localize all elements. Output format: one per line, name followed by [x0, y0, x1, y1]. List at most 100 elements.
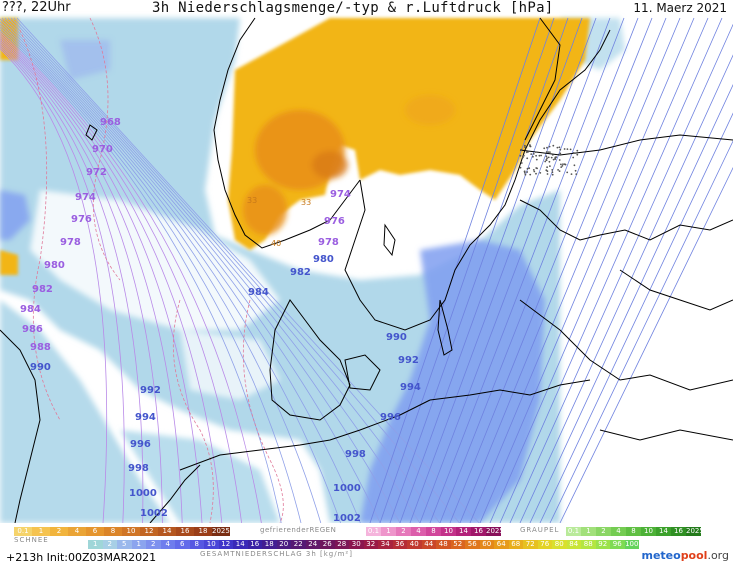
scale-freezing-cell: 1 [381, 527, 396, 536]
scale-total-cell: 20 [276, 540, 291, 549]
scale-total-cell: 44 [421, 540, 436, 549]
scale-total-cell: 24 [305, 540, 320, 549]
isobar-label-974: 974 [330, 189, 351, 200]
brand-pool: pool [680, 549, 708, 562]
isobar-east [449, 17, 653, 524]
island-dot [519, 154, 522, 157]
coast-shetland [85, 124, 98, 141]
scale-snow-cell: 12 [140, 527, 158, 536]
isobar-label-1002: 1002 [140, 508, 168, 519]
scale-total-cell: 10 [204, 540, 219, 549]
island-dot [551, 171, 554, 174]
isobar-west [0, 42, 163, 524]
isobar-east [379, 17, 555, 524]
isobar-label-980: 980 [313, 254, 334, 265]
dashed-line [19, 29, 61, 421]
brand-org: .org [707, 549, 729, 562]
isobar-label-972: 972 [86, 167, 107, 178]
isobar-west [13, 17, 460, 524]
island-dot [552, 158, 555, 161]
scale-snow-cell: 8 [104, 527, 122, 536]
border-inland-1 [619, 269, 733, 311]
dashed-line [89, 17, 121, 281]
island-dot [524, 146, 526, 149]
scale-total-cell: 60 [479, 540, 494, 549]
scale-total-cell: 68 [508, 540, 523, 549]
island-dot [532, 169, 535, 171]
map-title: 3h Niederschlagsmenge/-typ & r.Luftdruck… [152, 0, 554, 16]
island-dot [527, 150, 530, 153]
graupel-label: GRAUPEL [520, 526, 560, 534]
island-dot [530, 153, 533, 156]
coast-sweden [344, 29, 611, 331]
graupel-color-scale: 0.1 1 2 4 8 10 14 16 2025+ [566, 527, 710, 536]
scale-graupel-cell: 14 [656, 527, 671, 536]
isobar-west [0, 48, 108, 524]
dashed-line [242, 299, 284, 524]
coast-oland [437, 299, 453, 356]
isobar-east [539, 112, 733, 524]
isobar-west [16, 17, 480, 524]
island-dot [575, 173, 578, 176]
scale-freezing-cell: 2 [396, 527, 411, 536]
brand-logo[interactable]: meteopool.org [641, 549, 729, 562]
dashed-line [172, 299, 214, 524]
island-dot [557, 169, 559, 171]
island-dot [563, 148, 566, 150]
coast-gotland [383, 223, 396, 257]
forecast-time-label: ???, 22Uhr [2, 0, 71, 15]
island-dot [560, 163, 562, 166]
scale-snow-cell: 18 [194, 527, 212, 536]
scale-total-cell: 1 [88, 540, 103, 549]
isobar-east [559, 166, 733, 524]
scale-total-cell: 88 [581, 540, 596, 549]
island-dot [522, 156, 524, 159]
isobar-west [1, 17, 381, 524]
isobar-west [0, 40, 183, 524]
archipelago-dots [519, 144, 579, 176]
freezing-rain-label: gefrierenderREGEN [260, 526, 337, 534]
island-dot [529, 144, 531, 146]
island-dot [546, 170, 549, 173]
isobar-west [0, 31, 262, 524]
island-dot [523, 170, 526, 173]
isobar-west [0, 24, 322, 524]
isobar-label-998: 998 [128, 463, 149, 474]
island-dot [549, 165, 551, 168]
island-dot [570, 173, 573, 176]
isobar-east [389, 17, 569, 524]
coast-denmark [269, 299, 351, 421]
island-dot [558, 170, 561, 173]
isobar-label-994: 994 [400, 382, 421, 393]
total-precip-color-scale: 1 2 5 1 2 4 6 8 10 12 14 16 18 20 22 24 26 28 30 32 34 36 40 44… [88, 540, 639, 549]
island-dot [574, 169, 577, 172]
island-dot [532, 155, 534, 158]
scale-snow-cell: 2 [50, 527, 68, 536]
isobar-label-968: 968 [100, 117, 121, 128]
island-dot [576, 149, 579, 152]
isobar-label-1000: 1000 [333, 483, 361, 494]
isobar-west [7, 17, 421, 524]
scale-total-cell: 40 [407, 540, 422, 549]
island-dot [528, 167, 531, 170]
isobar-label-996: 996 [380, 412, 401, 423]
isobar-label-974: 974 [75, 192, 96, 203]
isobar-label-980: 980 [44, 260, 65, 271]
scale-graupel-cell: 0.1 [566, 527, 581, 536]
scale-total-cell: 4 [160, 540, 175, 549]
isobar-label-992: 992 [140, 385, 161, 396]
scale-total-cell: 26 [320, 540, 335, 549]
island-dot [558, 146, 561, 149]
island-dot [526, 167, 529, 170]
island-dot [545, 159, 548, 161]
island-dot [555, 156, 558, 159]
scale-freezing-cell: 14 [456, 527, 471, 536]
scale-snow-cell: 4 [68, 527, 86, 536]
island-dot [546, 157, 548, 160]
scale-total-cell: 16 [247, 540, 262, 549]
isobar-east [419, 17, 611, 524]
island-dot [526, 157, 529, 160]
isobar-label-998: 998 [345, 449, 366, 460]
isobar-label-970: 970 [92, 144, 113, 155]
